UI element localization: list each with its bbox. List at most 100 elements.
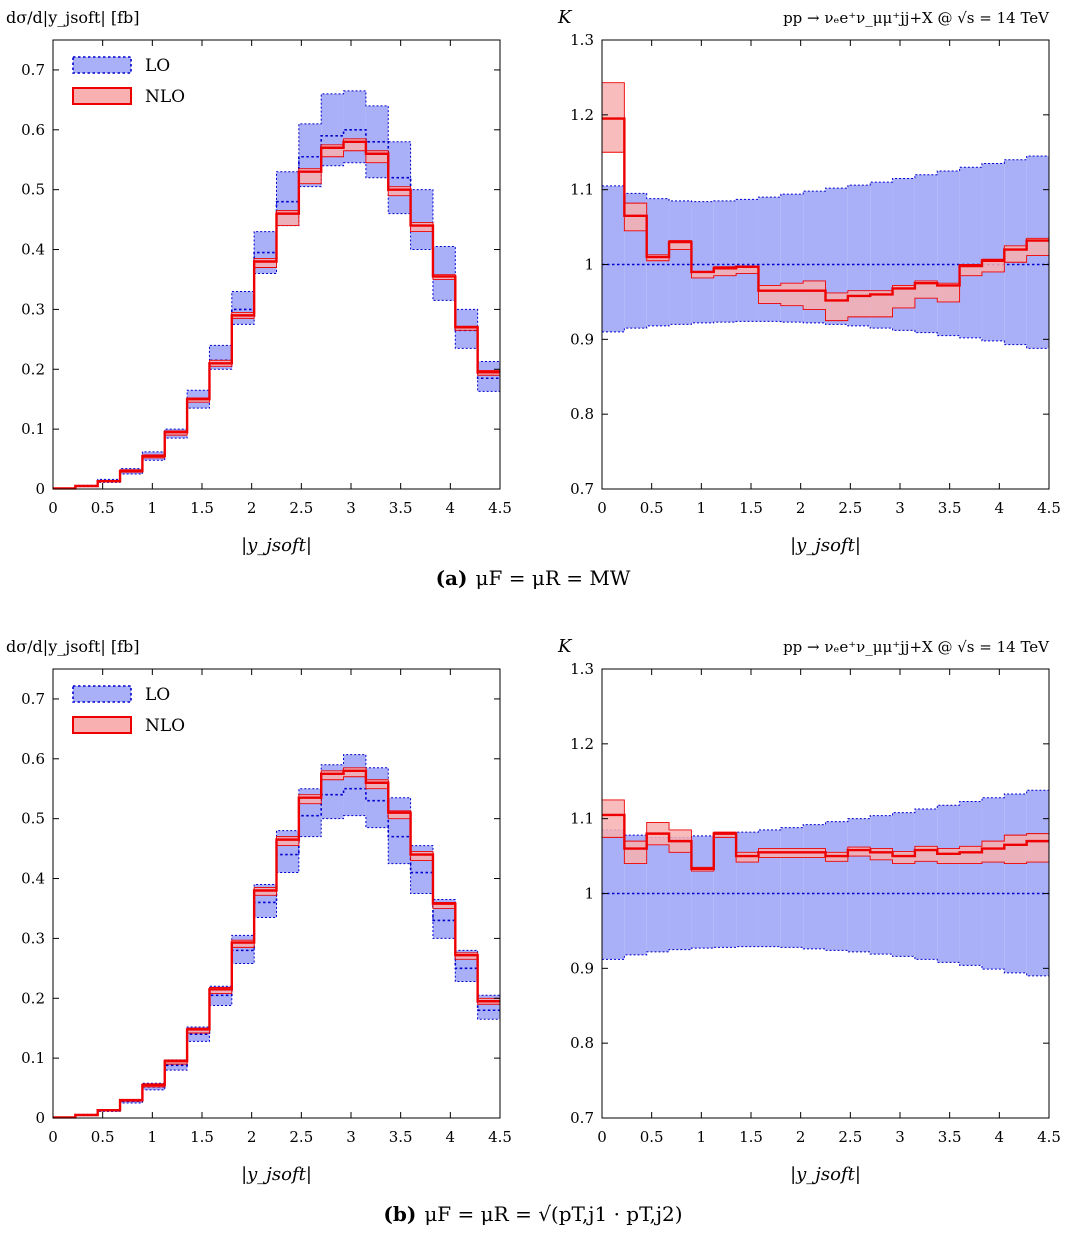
y-tick-label: 0.5 (21, 181, 45, 199)
y-tick-label: 1.1 (570, 810, 594, 828)
band-bin-nlo (870, 290, 893, 317)
x-tick-label: 2.5 (838, 1128, 862, 1146)
band-bin-lo (602, 185, 625, 332)
x-tick-label: 1 (148, 1128, 158, 1146)
band-bin-nlo (321, 144, 344, 157)
caption-a-tag: (a) (435, 566, 468, 590)
band-bin-lo (981, 163, 1005, 341)
band-bin-nlo (1004, 835, 1027, 864)
band-bin-nlo (914, 280, 938, 299)
y-tick-label: 0.8 (570, 1034, 594, 1052)
x-tick-label: 0.5 (91, 1128, 115, 1146)
band-bin-lo (691, 835, 714, 949)
series-nlo (53, 767, 500, 1119)
legend-label-nlo: NLO (145, 87, 185, 107)
x-tick-label: 2 (247, 499, 257, 517)
band-bin-nlo (870, 848, 893, 860)
band-bin-lo (937, 170, 960, 336)
band-bin-lo (959, 801, 982, 966)
y-tick-label: 1.2 (570, 735, 594, 753)
band-bin-lo (646, 198, 670, 326)
series-nlo (53, 138, 500, 490)
process-label: pp → νₑe⁺ν_μμ⁺jj+X @ √s = 14 TeV (783, 638, 1050, 656)
chart-a-k: 0 0.5 1 1.5 2 2.5 3 3.5 4 4.5 0.7 0.8 0.9 1 1.1 1.2 1.3 |… (557, 7, 1061, 556)
y-tick-label: 0.4 (21, 870, 45, 888)
band-bin-nlo (298, 794, 322, 804)
band-bin-lo (713, 834, 737, 948)
band-high-edge-nlo (602, 82, 1049, 294)
x-axis-label: |y_jsoft| (790, 535, 861, 556)
band-bin-lo (432, 899, 456, 939)
x-tick-label: 4.5 (1037, 499, 1061, 517)
chart-b-dist: 0 0.5 1 1.5 2 2.5 3 3.5 4 4.5 0 0.1 0.2 0.3 0.4 0.5 0.6 0… (6, 637, 512, 1185)
band-bin-lo (343, 90, 366, 163)
central-line-nlo (602, 813, 1049, 871)
y-tick-label: 0.6 (21, 750, 45, 768)
band-bin-nlo (713, 266, 737, 276)
y-tick-label: 0.6 (21, 121, 45, 139)
band-bin-nlo (1026, 238, 1049, 256)
band-bin-lo (914, 808, 938, 960)
x-tick-label: 2 (796, 499, 806, 517)
caption-b-text: μF = μR = √(pT,j1 · pT,j2) (424, 1202, 683, 1226)
band-low-edge-lo (602, 320, 1049, 349)
x-tick-label: 3.5 (389, 499, 413, 517)
band-bin-nlo (254, 258, 277, 268)
band-bin-nlo (780, 283, 804, 306)
band-bin-nlo (847, 290, 871, 317)
x-tick-label: 0.5 (91, 499, 115, 517)
series-lo (602, 789, 1049, 977)
y-tick-label: 0 (35, 480, 45, 498)
x-tick-label: 1 (697, 499, 707, 517)
band-bin-lo (669, 837, 692, 950)
band-bin-nlo (365, 779, 389, 789)
band-bin-lo (981, 797, 1005, 970)
x-tick-label: 2.5 (838, 499, 862, 517)
x-tick-label: 4.5 (1037, 1128, 1061, 1146)
x-tick-label: 3.5 (389, 1128, 413, 1146)
series-lo (53, 90, 500, 490)
x-tick-label: 4 (995, 499, 1005, 517)
x-tick-label: 0 (48, 1128, 58, 1146)
x-axis-label: |y_jsoft| (241, 1164, 312, 1185)
x-tick-label: 1.5 (190, 499, 214, 517)
y-tick-label: 1.1 (570, 181, 594, 199)
band-bin-nlo (276, 836, 299, 846)
band-bin-lo (780, 827, 804, 948)
series-nlo (602, 799, 1049, 872)
band-bin-lo (959, 167, 982, 338)
band-bin-nlo (691, 271, 714, 278)
band-bin-lo (914, 174, 938, 333)
band-bin-nlo (914, 846, 938, 862)
x-tick-label: 2 (796, 1128, 806, 1146)
band-bin-nlo (410, 851, 433, 861)
band-bin-lo (669, 200, 692, 325)
x-tick-label: 3 (895, 499, 905, 517)
band-bin-nlo (410, 222, 433, 232)
band-bin-lo (736, 832, 759, 947)
band-bin-lo (602, 829, 625, 960)
series-lo (53, 754, 500, 1119)
band-bin-nlo (321, 770, 344, 780)
band-bin-nlo (388, 810, 411, 819)
band-bin-nlo (981, 259, 1005, 272)
x-tick-label: 2 (247, 1128, 257, 1146)
band-bin-nlo (937, 848, 960, 864)
y-tick-label: 0.9 (570, 959, 594, 977)
band-bin-nlo (959, 264, 982, 276)
band-bin-lo (825, 821, 848, 951)
y-tick-label: 0.3 (21, 300, 45, 318)
y-tick-label: 0.7 (570, 1109, 594, 1127)
caption-b: (b) μF = μR = √(pT,j1 · pT,j2) (0, 1202, 1066, 1226)
band-bin-lo (1026, 790, 1049, 976)
plot-frame (52, 39, 501, 490)
band-low-edge-nlo (53, 776, 500, 1118)
band-bin-nlo (937, 283, 960, 302)
y-tick-label: 0.7 (21, 690, 45, 708)
x-tick-label: 0.5 (640, 1128, 664, 1146)
x-tick-label: 0 (48, 499, 58, 517)
band-bin-nlo (432, 902, 456, 909)
legend-swatch-lo (72, 685, 132, 703)
band-bin-nlo (803, 280, 826, 310)
band-bin-nlo (892, 285, 915, 308)
